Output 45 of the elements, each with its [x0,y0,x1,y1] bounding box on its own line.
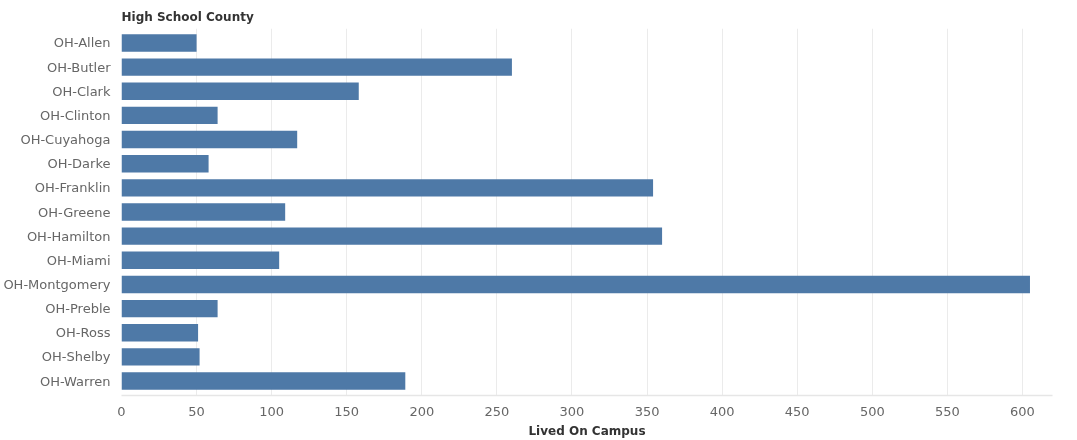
y-tick-label: OH-Shelby [41,349,111,365]
y-tick-label: OH-Greene [37,204,111,220]
x-tick-label: 600 [1010,403,1035,419]
y-tick-label: OH-Ross [55,325,111,341]
y-axis-title: High School County [121,9,254,24]
x-tick-label: 100 [259,403,285,419]
x-tick-label: 400 [709,403,735,419]
bar [121,106,218,125]
bar [121,227,663,245]
x-tick-label: 0 [117,403,126,419]
x-tick-label: 300 [559,403,585,419]
x-tick-label: 200 [409,403,435,419]
bar [121,372,406,390]
y-tick-label: OH-Hamilton [26,228,111,244]
x-tick-label: 450 [784,403,810,419]
x-tick-label: 550 [934,403,960,419]
y-tick-label: OH-Miami [46,252,111,268]
y-tick-label: OH-Clark [52,83,111,99]
bar [121,155,209,173]
bar [121,179,654,197]
x-tick-label: 50 [188,403,205,419]
bar [121,58,512,76]
y-tick-label: OH-Clinton [39,107,111,123]
y-tick-label: OH-Warren [39,373,111,389]
bar [121,299,218,318]
y-tick-label: OH-Darke [47,156,111,172]
y-tick-label: OH-Allen [53,35,111,51]
x-tick-label: 350 [634,403,660,419]
x-tick-label: 150 [334,403,360,419]
bar [121,251,280,269]
y-tick-label: OH-Butler [47,59,112,75]
x-tick-label: 250 [484,403,510,419]
bar [121,324,199,342]
bar [121,130,298,149]
bar [121,82,359,100]
x-tick-label: 500 [859,403,885,419]
bar [121,34,197,52]
y-tick-label: OH-Preble [45,301,111,317]
y-tick-label: OH-Montgomery [3,276,111,292]
x-axis-title: Lived On Campus [528,423,646,438]
bar [121,203,286,221]
y-tick-label: OH-Franklin [34,180,111,196]
bar [121,275,1030,294]
y-tick-label: OH-Cuyahoga [20,132,111,148]
bar [121,348,200,366]
